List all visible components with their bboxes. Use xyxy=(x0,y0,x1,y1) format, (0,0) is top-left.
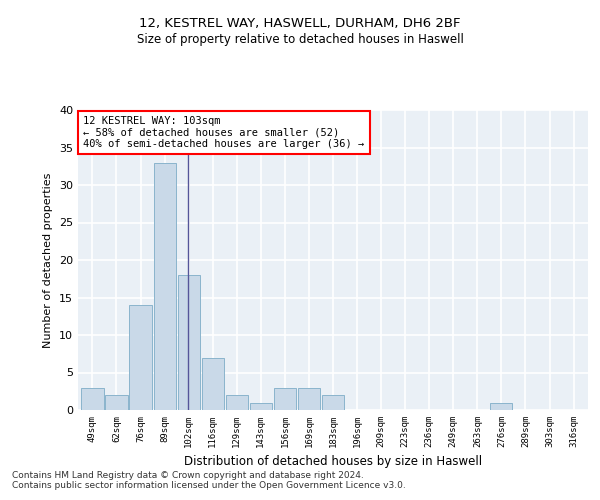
Bar xyxy=(178,275,200,410)
Bar xyxy=(202,358,224,410)
Text: 12, KESTREL WAY, HASWELL, DURHAM, DH6 2BF: 12, KESTREL WAY, HASWELL, DURHAM, DH6 2B… xyxy=(139,18,461,30)
Bar xyxy=(490,402,512,410)
Bar xyxy=(322,395,344,410)
Bar xyxy=(250,402,272,410)
Text: Size of property relative to detached houses in Haswell: Size of property relative to detached ho… xyxy=(137,32,463,46)
Text: Contains HM Land Registry data © Crown copyright and database right 2024.: Contains HM Land Registry data © Crown c… xyxy=(12,470,364,480)
Y-axis label: Number of detached properties: Number of detached properties xyxy=(43,172,53,348)
Text: Contains public sector information licensed under the Open Government Licence v3: Contains public sector information licen… xyxy=(12,480,406,490)
Text: 12 KESTREL WAY: 103sqm
← 58% of detached houses are smaller (52)
40% of semi-det: 12 KESTREL WAY: 103sqm ← 58% of detached… xyxy=(83,116,364,149)
Bar xyxy=(82,388,104,410)
Bar xyxy=(274,388,296,410)
Bar xyxy=(106,395,128,410)
Bar xyxy=(130,305,152,410)
Bar xyxy=(226,395,248,410)
Bar xyxy=(298,388,320,410)
X-axis label: Distribution of detached houses by size in Haswell: Distribution of detached houses by size … xyxy=(184,456,482,468)
Bar xyxy=(154,162,176,410)
